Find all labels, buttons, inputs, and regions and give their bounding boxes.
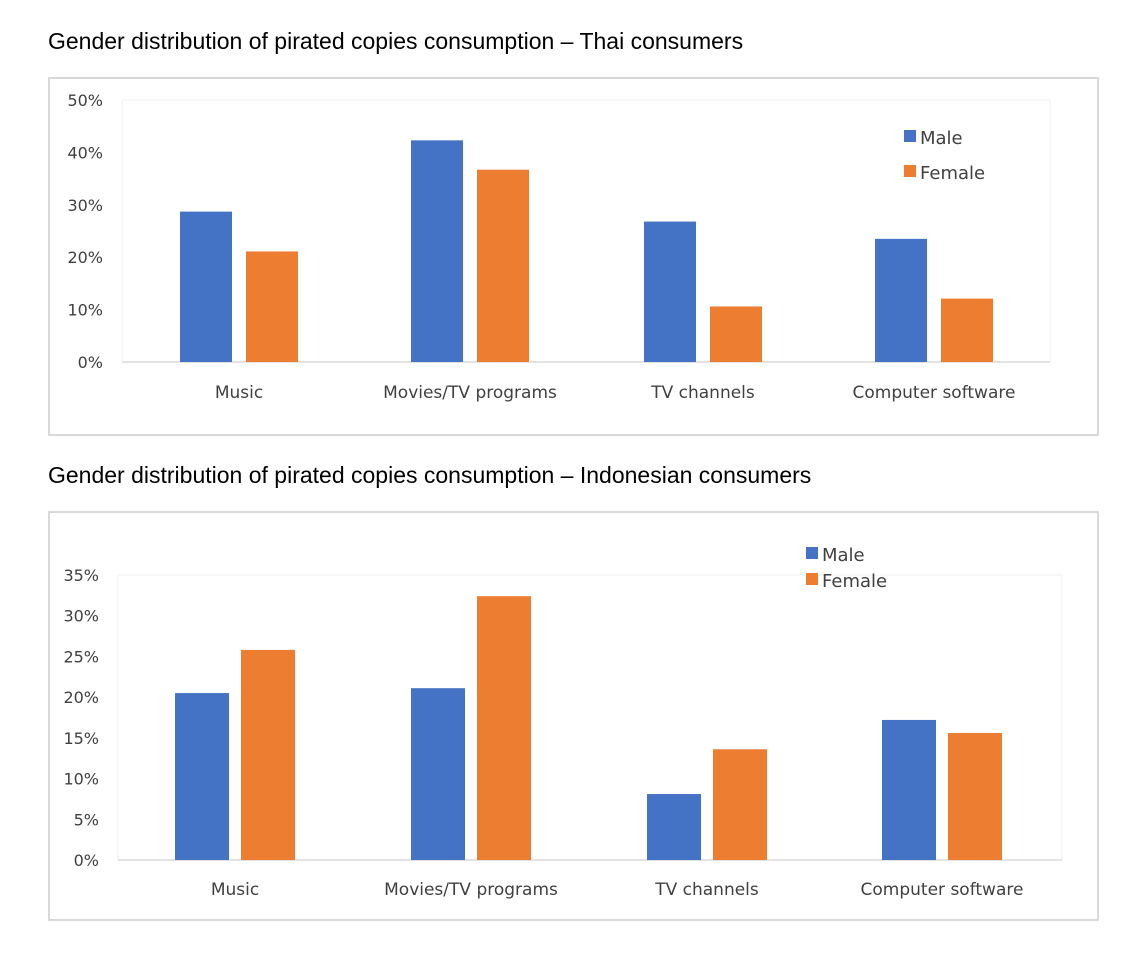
x-category-label: TV channels [650,383,755,403]
x-category-label: Movies/TV programs [384,880,558,900]
x-category-label: Computer software [861,880,1024,900]
x-category-label: Computer software [853,383,1016,403]
legend-swatch-male [904,130,916,142]
bar-male-movies-tv-programs [411,688,465,860]
bar-female-tv-channels [713,749,767,860]
bar-female-tv-channels [710,306,762,362]
x-category-label: Music [215,383,263,403]
y-tick-label: 0% [74,851,99,870]
y-tick-label: 10% [63,770,99,789]
bar-male-movies-tv-programs [411,140,463,362]
bar-male-tv-channels [644,221,696,362]
bar-male-tv-channels [647,794,701,860]
y-tick-label: 30% [67,196,103,215]
chart-title-thai: Gender distribution of pirated copies co… [48,28,744,54]
y-tick-label: 40% [67,143,103,162]
bar-female-movies-tv-programs [477,169,529,362]
y-tick-label: 30% [63,607,99,626]
bar-female-computer-software [941,298,993,362]
bar-female-computer-software [948,732,1002,860]
chart-title-indonesian: Gender distribution of pirated copies co… [48,462,812,488]
legend-label-female: Female [920,163,985,184]
legend-label-male: Male [920,128,963,149]
bar-male-music [175,693,229,860]
legend-swatch-male [806,547,818,559]
bar-male-computer-software [875,238,927,362]
y-tick-label: 10% [67,301,103,320]
bar-male-music [180,211,232,362]
bar-female-movies-tv-programs [477,596,531,860]
x-category-label: Movies/TV programs [383,383,557,403]
bar-female-music [246,251,298,362]
legend-swatch-female [806,573,818,585]
y-tick-label: 20% [67,248,103,267]
y-tick-label: 50% [67,91,103,110]
y-tick-label: 0% [78,353,103,372]
bar-female-music [241,649,295,860]
y-tick-label: 20% [63,688,99,707]
legend-label-female: Female [822,571,887,592]
legend-label-male: Male [822,545,865,566]
legend-swatch-female [904,165,916,177]
x-category-label: TV channels [654,880,759,900]
x-category-label: Music [211,880,259,900]
y-tick-label: 25% [63,647,99,666]
y-tick-label: 15% [63,729,99,748]
y-tick-label: 35% [63,566,99,585]
y-tick-label: 5% [74,810,99,829]
bar-male-computer-software [882,719,936,860]
